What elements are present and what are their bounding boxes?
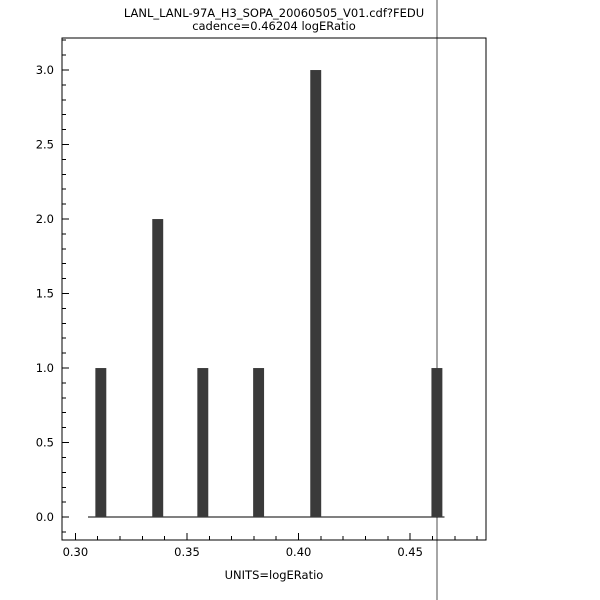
- y-tick-label: 2.0: [36, 212, 54, 226]
- histogram-bar: [152, 219, 164, 518]
- histogram-bar: [197, 368, 209, 518]
- histogram-bar: [95, 368, 107, 518]
- y-tick-label: 1.0: [36, 361, 54, 375]
- x-tick-label: 0.35: [174, 545, 200, 559]
- y-tick-label: 1.5: [36, 287, 54, 301]
- plot-frame: [61, 37, 487, 541]
- x-tick-label: 0.30: [63, 545, 89, 559]
- y-tick-label: 0.5: [36, 436, 54, 450]
- y-tick-label: 2.5: [36, 138, 54, 152]
- histogram-bar: [310, 70, 322, 518]
- y-tick-label: 3.0: [36, 63, 54, 77]
- histogram-bar: [253, 368, 265, 518]
- y-tick-label: 0.0: [36, 510, 54, 524]
- x-tick-label: 0.40: [286, 545, 312, 559]
- x-tick-label: 0.45: [397, 545, 423, 559]
- histogram-bar: [431, 368, 443, 518]
